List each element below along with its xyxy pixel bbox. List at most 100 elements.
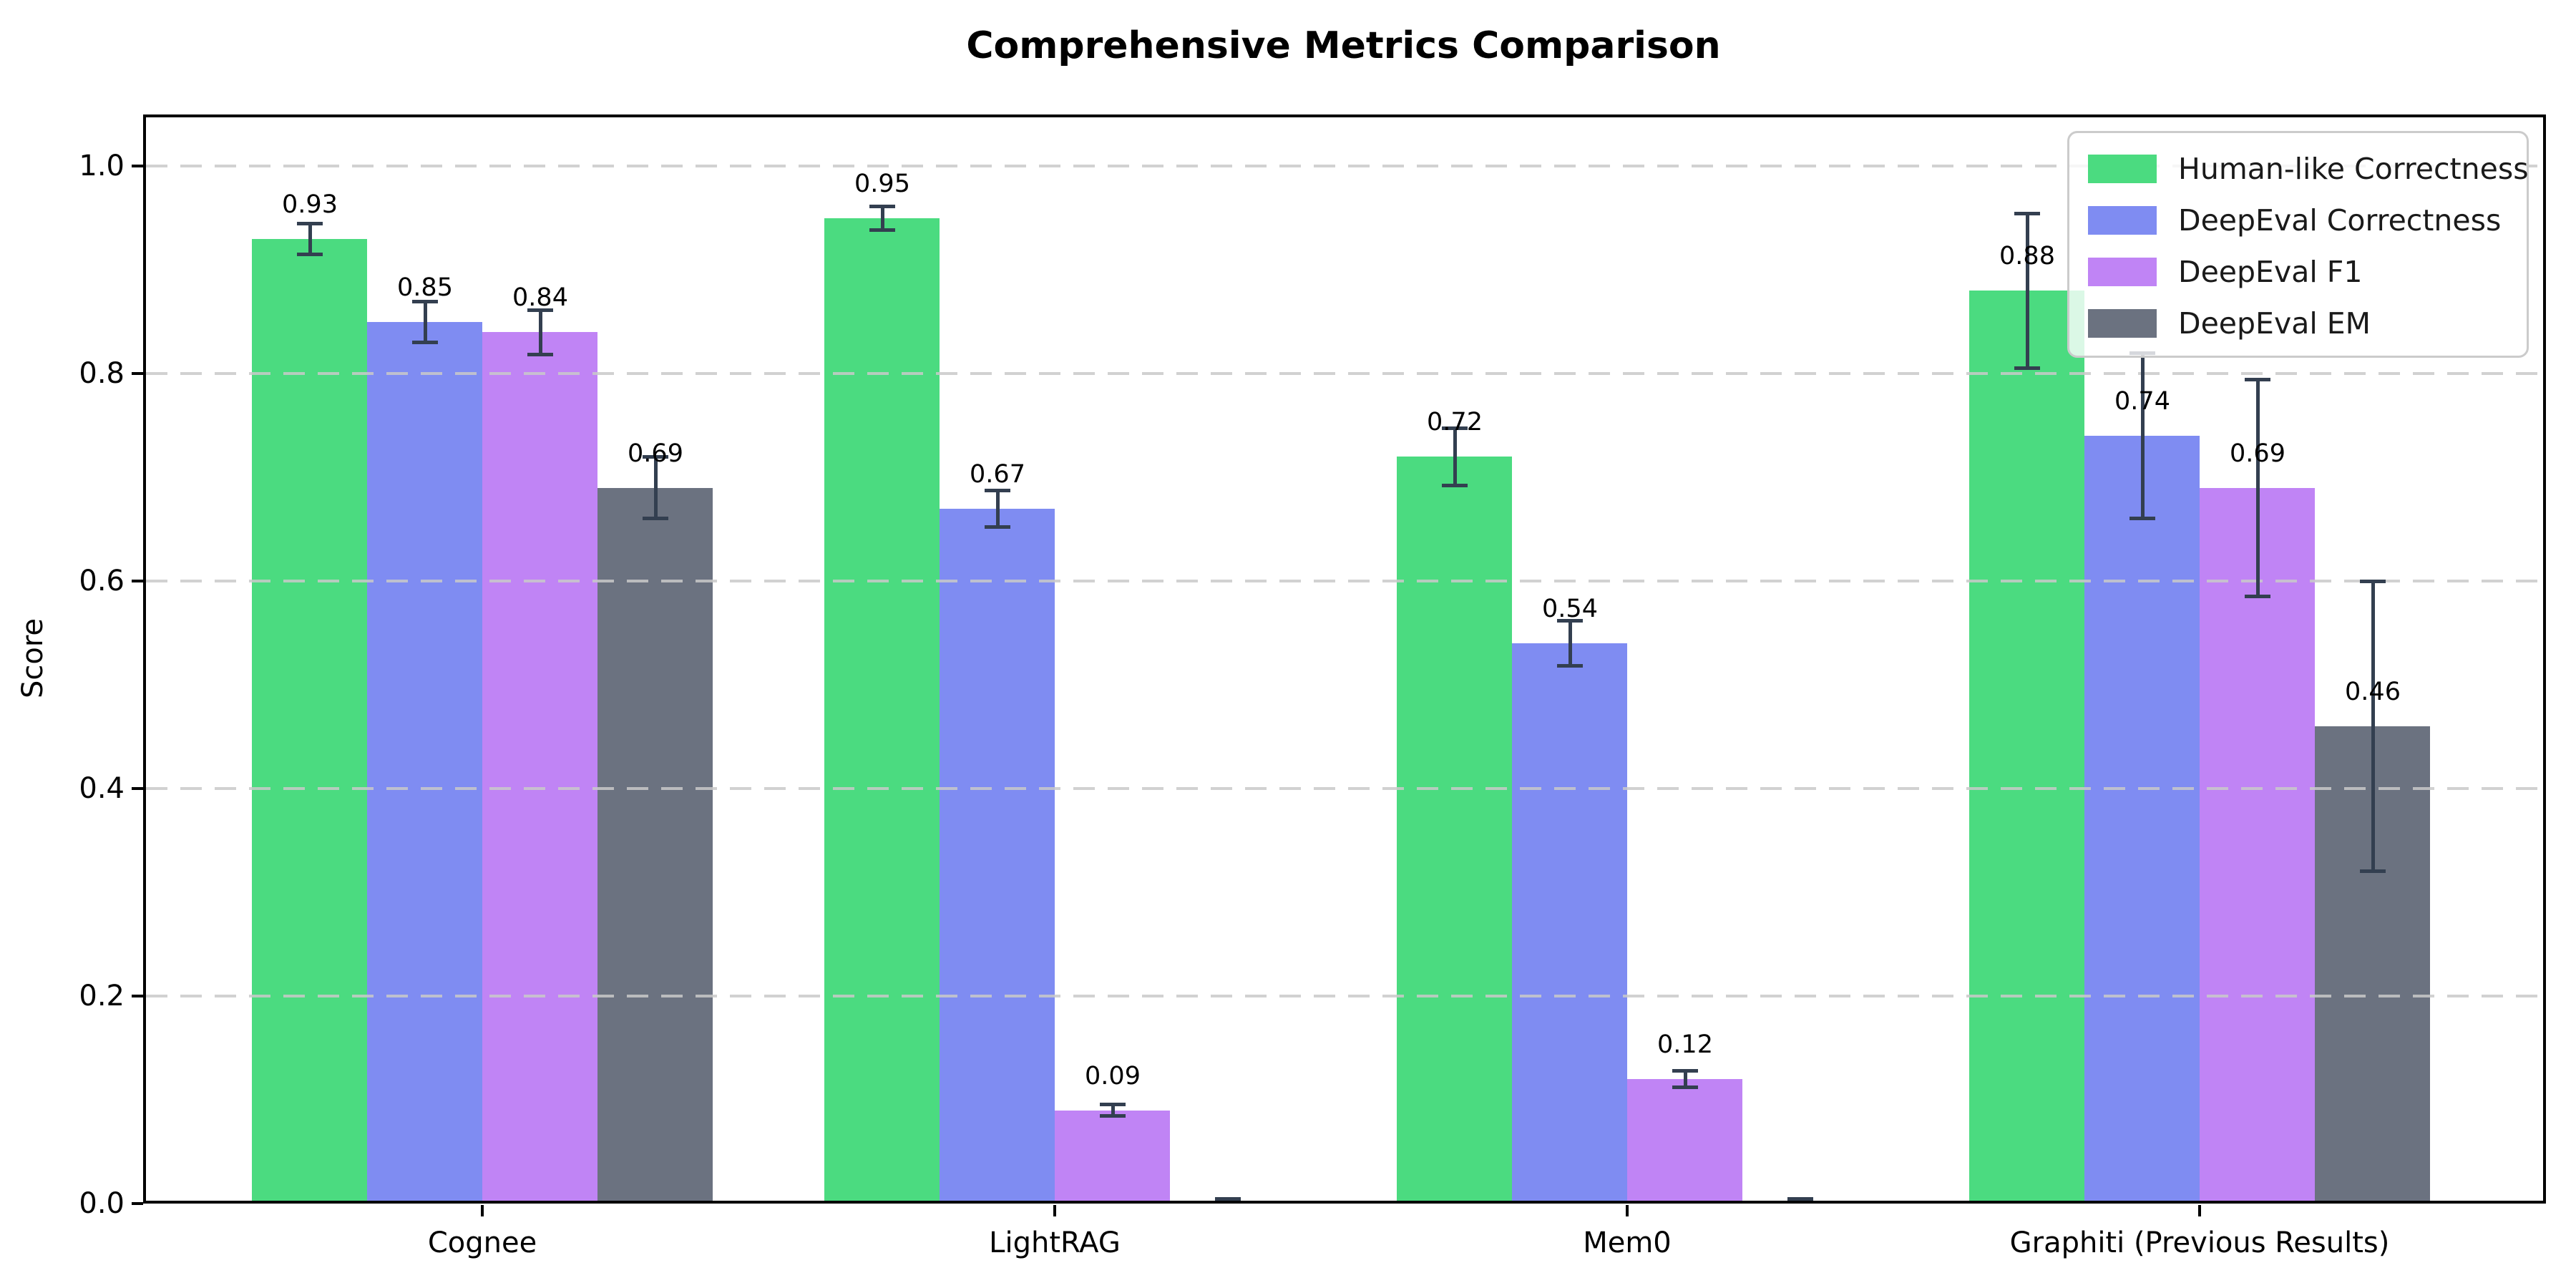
error-bar	[654, 457, 658, 519]
y-tick-mark	[132, 580, 143, 583]
legend-item: DeepEval Correctness	[2088, 195, 2527, 246]
error-bar	[881, 205, 884, 231]
bar-human-like-correctness	[252, 238, 367, 1204]
x-tick-mark	[481, 1205, 484, 1216]
legend-label: DeepEval EM	[2178, 306, 2371, 341]
error-bar-cap-top	[1557, 619, 1583, 623]
gridline	[146, 787, 2543, 791]
bar-deepeval-f1	[2200, 487, 2315, 1204]
bar-deepeval-correctness	[367, 321, 482, 1204]
y-tick-mark	[132, 787, 143, 791]
bar-value-label: 0.54	[1542, 595, 1598, 624]
error-bar-cap-top	[412, 299, 438, 303]
bar-value-label: 0.09	[1085, 1061, 1141, 1091]
y-tick-label: 0.6	[79, 565, 125, 598]
error-bar-cap-top	[1442, 426, 1468, 430]
error-bar-cap-top	[2245, 377, 2270, 381]
error-bar	[308, 223, 312, 255]
bar-value-label: 0.72	[1427, 408, 1483, 437]
error-bar-cap-bottom	[1557, 664, 1583, 668]
bar-value-label: 0.12	[1657, 1030, 1713, 1060]
y-tick-label: 1.0	[79, 150, 125, 183]
error-bar	[539, 309, 542, 356]
bar-value-label: 0.67	[970, 459, 1025, 489]
y-tick-label: 0.2	[79, 980, 125, 1013]
bar-deepeval-correctness	[940, 508, 1055, 1204]
x-tick-label: Cognee	[427, 1226, 537, 1259]
axis-spine-right	[2543, 114, 2546, 1204]
bar-deepeval-f1	[1055, 1110, 1170, 1204]
bar-value-label: 0.69	[2230, 439, 2285, 468]
x-tick-label: Mem0	[1583, 1226, 1672, 1259]
y-tick-label: 0.4	[79, 772, 125, 806]
legend-swatch-icon	[2088, 206, 2157, 235]
error-bar-cap-top	[869, 204, 895, 208]
x-tick-label: Graphiti (Previous Results)	[2009, 1226, 2390, 1259]
error-bar	[2141, 353, 2145, 519]
y-tick-mark	[132, 372, 143, 376]
error-bar-cap-top	[985, 488, 1010, 492]
bar-value-label: 0.93	[282, 190, 338, 219]
axis-spine-bottom	[143, 1201, 2546, 1204]
bar-deepeval-correctness	[2084, 436, 2200, 1204]
error-bar-cap-bottom	[412, 340, 438, 344]
y-tick-mark	[132, 995, 143, 998]
bar-value-label: 0.85	[397, 273, 453, 302]
error-bar	[2371, 581, 2375, 872]
error-bar	[1684, 1070, 1687, 1088]
gridline	[146, 580, 2543, 583]
bar-human-like-correctness	[1969, 291, 2084, 1204]
plot-area: 0.93 0.85 0.84 0.69 0.95 0.67 0.09 0.72 0.54 0.12…	[143, 114, 2546, 1206]
legend-swatch-icon	[2088, 155, 2157, 183]
legend-swatch-icon	[2088, 258, 2157, 286]
error-bar-cap-bottom	[297, 252, 323, 256]
error-bar	[1111, 1103, 1115, 1117]
error-bar-cap-bottom	[1442, 483, 1468, 487]
y-tick-label: 0.8	[79, 357, 125, 391]
error-bar	[996, 489, 1000, 527]
error-bar-cap-top	[1100, 1102, 1126, 1106]
error-bar	[1453, 427, 1457, 486]
error-bar-cap-top	[643, 455, 668, 459]
x-tick-mark	[1626, 1205, 1629, 1216]
bar-human-like-correctness	[1397, 457, 1512, 1204]
error-bar	[1568, 620, 1572, 667]
bar-value-label: 0.69	[628, 439, 683, 468]
error-bar-cap-top	[1215, 1196, 1241, 1201]
legend-item: DeepEval EM	[2088, 298, 2527, 349]
x-tick-mark	[1053, 1205, 1056, 1216]
error-bar-cap-bottom	[2360, 869, 2386, 874]
error-bar	[2026, 213, 2029, 369]
axis-spine-top	[143, 114, 2546, 117]
gridline	[146, 165, 2543, 168]
legend-item: Human-like Correctness	[2088, 143, 2529, 195]
error-bar-cap-bottom	[1100, 1114, 1126, 1118]
bar-human-like-correctness	[824, 218, 940, 1204]
y-tick-mark	[132, 165, 143, 168]
axis-spine-left	[143, 114, 146, 1204]
legend: Human-like Correctness DeepEval Correctne…	[2067, 131, 2529, 358]
y-tick-mark	[132, 1202, 143, 1205]
y-tick-label: 0.0	[79, 1187, 125, 1220]
legend-label: Human-like Correctness	[2178, 152, 2529, 186]
x-tick-mark	[2198, 1205, 2201, 1216]
bar-value-label: 0.84	[512, 283, 568, 313]
gridline	[146, 372, 2543, 376]
x-tick-label: LightRAG	[989, 1226, 1121, 1259]
error-bar-cap-bottom	[869, 228, 895, 233]
bar-deepeval-correctness	[1512, 643, 1627, 1204]
error-bar-cap-bottom	[2014, 366, 2040, 371]
error-bar	[424, 301, 427, 343]
legend-label: DeepEval F1	[2178, 255, 2363, 289]
error-bar	[2256, 379, 2260, 597]
bar-deepeval-em	[597, 487, 713, 1204]
legend-label: DeepEval Correctness	[2178, 203, 2502, 238]
error-bar-cap-top	[527, 308, 553, 312]
error-bar-cap-bottom	[643, 517, 668, 521]
bar-value-label: 0.88	[1999, 242, 2055, 271]
error-bar-cap-bottom	[985, 525, 1010, 529]
legend-swatch-icon	[2088, 309, 2157, 338]
chart-title: Comprehensive Metrics Comparison	[966, 24, 1721, 67]
error-bar-cap-top	[2360, 580, 2386, 584]
